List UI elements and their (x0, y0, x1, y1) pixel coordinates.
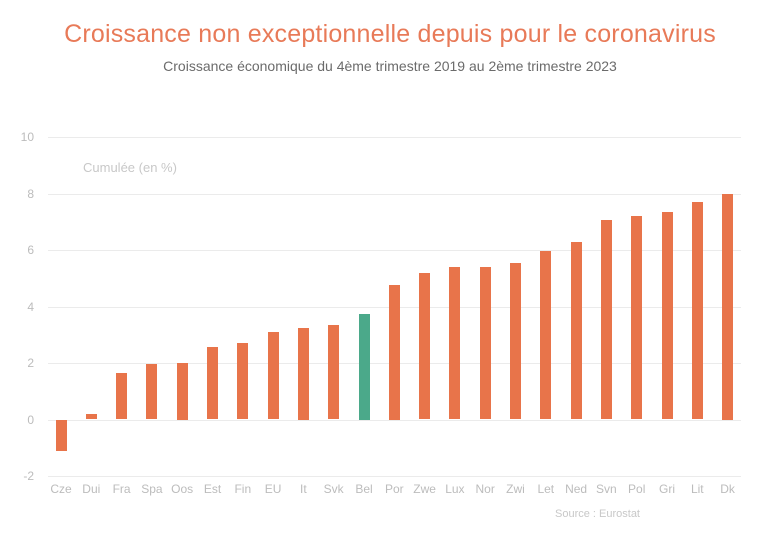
plot-area: Cumulée (en %) (48, 137, 741, 477)
y-tick-label-0: 0 (27, 413, 34, 427)
x-tick-label-Let: Let (537, 482, 555, 496)
bar-Zwe (419, 272, 431, 420)
bar-Let (540, 251, 552, 420)
bar-Lit (691, 201, 703, 420)
bar-Svk (328, 324, 340, 420)
x-tick-label-Svk: Svk (323, 482, 344, 496)
x-tick-label-Gri: Gri (659, 482, 675, 496)
bar-Cze (55, 419, 67, 451)
x-tick-label-Ned: Ned (565, 482, 588, 496)
chart-title: Croissance non exceptionnelle depuis pou… (64, 20, 716, 48)
gridline-y8 (48, 194, 741, 195)
source-label: Source : Eurostat (555, 508, 640, 520)
x-tick-label-Zwe: Zwe (413, 482, 436, 496)
x-tick-label-Svn: Svn (596, 482, 617, 496)
x-tick-label-Fra: Fra (112, 482, 131, 496)
x-tick-label-Dk: Dk (720, 482, 735, 496)
x-tick-label-Oos: Oos (171, 482, 194, 496)
y-tick-label-4: 4 (27, 300, 34, 314)
bar-Dk (722, 193, 734, 420)
bar-Spa (146, 364, 158, 420)
y-tick-label-10: 10 (20, 130, 34, 144)
y-tick-label--2: -2 (23, 469, 34, 483)
x-tick-label-Dui: Dui (82, 482, 101, 496)
bar-Ned (570, 241, 582, 420)
y-tick-label-6: 6 (27, 243, 34, 257)
bar-It (297, 327, 309, 420)
gridline-y6 (48, 250, 741, 251)
x-tick-label-EU: EU (264, 482, 282, 496)
x-tick-label-Fin: Fin (234, 482, 252, 496)
bar-Est (207, 347, 218, 420)
chart-subtitle: Croissance économique du 4ème trimestre … (163, 58, 617, 74)
x-tick-label-Cze: Cze (50, 482, 72, 496)
bar-Fra (116, 372, 128, 420)
bar-Oos (176, 363, 188, 420)
bar-Fin (237, 343, 249, 420)
bar-Bel (358, 313, 370, 420)
x-tick-label-It: It (300, 482, 307, 496)
x-tick-label-Lux: Lux (445, 482, 465, 496)
bar-Svn (600, 220, 612, 420)
x-tick-label-Por: Por (384, 482, 404, 496)
x-tick-label-Spa: Spa (141, 482, 163, 496)
bar-Lux (449, 266, 461, 420)
bar-Zwi (510, 262, 521, 420)
gridline-y-2 (48, 476, 741, 477)
y-axis-unit-label: Cumulée (en %) (83, 160, 177, 175)
bar-Dui (85, 413, 97, 420)
gridline-y10 (48, 137, 741, 138)
bar-Pol (631, 216, 643, 420)
bar-Nor (479, 266, 491, 420)
x-tick-label-Pol: Pol (628, 482, 646, 496)
x-tick-label-Est: Est (203, 482, 222, 496)
x-tick-label-Lit: Lit (690, 482, 704, 496)
bar-Gri (661, 211, 673, 420)
bar-Por (388, 285, 400, 420)
bar-EU (267, 331, 279, 420)
x-tick-label-Zwi: Zwi (506, 482, 525, 496)
y-tick-label-8: 8 (27, 187, 34, 201)
gridline-y0 (48, 420, 741, 421)
x-tick-label-Nor: Nor (475, 482, 495, 496)
x-tick-label-Bel: Bel (355, 482, 373, 496)
y-tick-label-2: 2 (27, 356, 34, 370)
